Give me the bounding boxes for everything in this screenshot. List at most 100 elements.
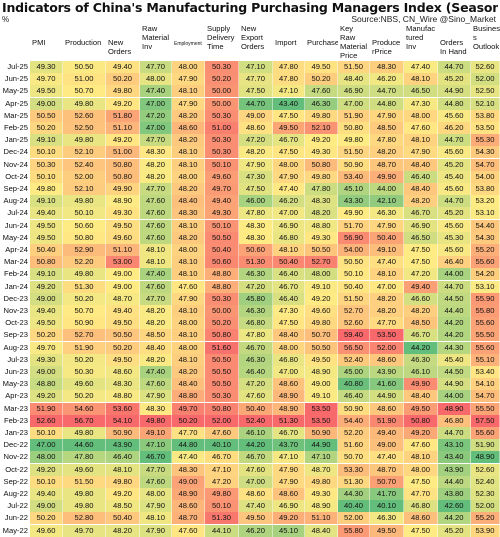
table-cell: 47.90 [172, 73, 205, 86]
table-cell: 47.00 [273, 207, 305, 220]
table-cell: 48.10 [172, 85, 205, 98]
table-cell: 46.70 [239, 341, 273, 354]
table-cell: 49.80 [63, 427, 106, 439]
table-cell: 47.30 [404, 97, 438, 110]
table-cell: 50.80 [63, 231, 106, 244]
table-cell: 48.20 [370, 146, 404, 159]
table-cell: 49.60 [63, 378, 106, 391]
table-cell: 45.20 [438, 73, 471, 86]
table-cell: 40.40 [338, 500, 370, 513]
table-cell: 47.40 [370, 256, 404, 269]
table-cell: 49.40 [30, 207, 63, 220]
table-cell: 48.40 [140, 341, 172, 354]
table-cell: 41.60 [370, 378, 404, 391]
table-cell: 45.60 [438, 109, 471, 122]
table-cell: 50.70 [338, 451, 370, 464]
column-header: Supply Delivery Time [207, 24, 235, 51]
table-cell: 46.70 [140, 451, 172, 464]
table-cell: 43.80 [438, 488, 471, 500]
table-cell: 52.40 [471, 475, 500, 488]
table-cell: 48.50 [404, 317, 438, 330]
table-cell: 49.70 [30, 73, 63, 86]
table-cell: 48.80 [305, 219, 338, 232]
row-label: May-22 [2, 525, 28, 535]
table-cell: 44.90 [438, 378, 471, 391]
table-cell: 49.40 [30, 488, 63, 500]
row-label: Mar-25 [3, 110, 28, 120]
table-cell: 47.60 [140, 475, 172, 488]
table-cell: 49.80 [63, 268, 106, 281]
table-cell: 49.20 [30, 280, 63, 293]
table-cell: 51.10 [106, 244, 140, 256]
table-cell: 54.20 [471, 268, 500, 281]
table-cell: 45.60 [438, 146, 471, 159]
table-cell: 47.90 [140, 500, 172, 513]
table-cell: 44.00 [438, 268, 471, 281]
table-cell: 49.00 [106, 268, 140, 281]
table-cell: 48.30 [305, 195, 338, 208]
table-cell: 50.70 [305, 329, 338, 342]
table-cell: 47.90 [404, 146, 438, 159]
table-cell: 48.10 [172, 219, 205, 232]
row-label: Oct-23 [5, 318, 28, 328]
table-cell: 50.20 [63, 353, 106, 366]
table-cell: 52.60 [338, 317, 370, 330]
table-cell: 46.40 [338, 390, 370, 403]
table-cell: 47.60 [404, 439, 438, 452]
table-cell: 44.20 [438, 512, 471, 525]
table-cell: 45.40 [438, 353, 471, 366]
row-label: Feb-25 [3, 123, 28, 132]
table-cell: 46.20 [438, 122, 471, 134]
table-cell: 47.60 [172, 280, 205, 293]
table-cell: 46.70 [273, 280, 305, 293]
table-cell: 50.00 [205, 85, 239, 98]
table-cell: 48.90 [471, 451, 500, 464]
table-cell: 49.20 [273, 512, 305, 525]
table-cell: 48.10 [370, 268, 404, 281]
table-cell: 48.60 [273, 488, 305, 500]
table-cell: 47.90 [370, 109, 404, 122]
table-cell: 47.30 [273, 305, 305, 317]
table-cell: 53.60 [106, 402, 140, 415]
table-cell: 50.20 [172, 414, 205, 427]
table-cell: 50.20 [205, 73, 239, 86]
table-cell: 48.20 [239, 146, 273, 159]
row-label: Oct-22 [5, 464, 28, 474]
table-cell: 46.10 [239, 427, 273, 439]
row-label: Dec-24 [3, 147, 28, 157]
table-cell: 46.80 [404, 500, 438, 513]
table-cell: 46.30 [305, 97, 338, 110]
table-cell: 50.60 [239, 244, 273, 256]
table-cell: 48.20 [370, 305, 404, 317]
table-cell: 48.80 [106, 390, 140, 403]
table-cell: 52.40 [239, 414, 273, 427]
table-cell: 49.80 [63, 134, 106, 147]
table-cell: 55.50 [471, 402, 500, 415]
table-cell: 46.30 [404, 353, 438, 366]
table-cell: 50.80 [30, 256, 63, 269]
table-cell: 44.70 [370, 85, 404, 98]
table-cell: 44.70 [438, 134, 471, 147]
table-cell: 47.60 [140, 207, 172, 220]
table-cell: 48.40 [172, 378, 205, 391]
table-cell: 47.90 [140, 524, 172, 537]
table-cell: 48.30 [106, 378, 140, 391]
table-cell: 46.70 [404, 329, 438, 342]
table-cell: 48.20 [140, 353, 172, 366]
table-cell: 51.50 [63, 475, 106, 488]
table-cell: 48.40 [273, 329, 305, 342]
row-label: Apr-24 [5, 245, 28, 254]
table-cell: 49.30 [305, 231, 338, 244]
table-cell: 48.90 [305, 500, 338, 513]
table-cell: 49.10 [305, 390, 338, 403]
table-cell: 47.50 [404, 256, 438, 269]
table-cell: 43.90 [370, 366, 404, 378]
table-cell: 47.60 [205, 427, 239, 439]
table-cell: 49.50 [30, 85, 63, 98]
table-cell: 45.20 [438, 207, 471, 220]
table-cell: 52.00 [471, 500, 500, 513]
table-cell: 49.60 [305, 305, 338, 317]
table-cell: 52.70 [63, 329, 106, 342]
table-cell: 54.10 [471, 378, 500, 391]
table-cell: 51.10 [106, 122, 140, 134]
